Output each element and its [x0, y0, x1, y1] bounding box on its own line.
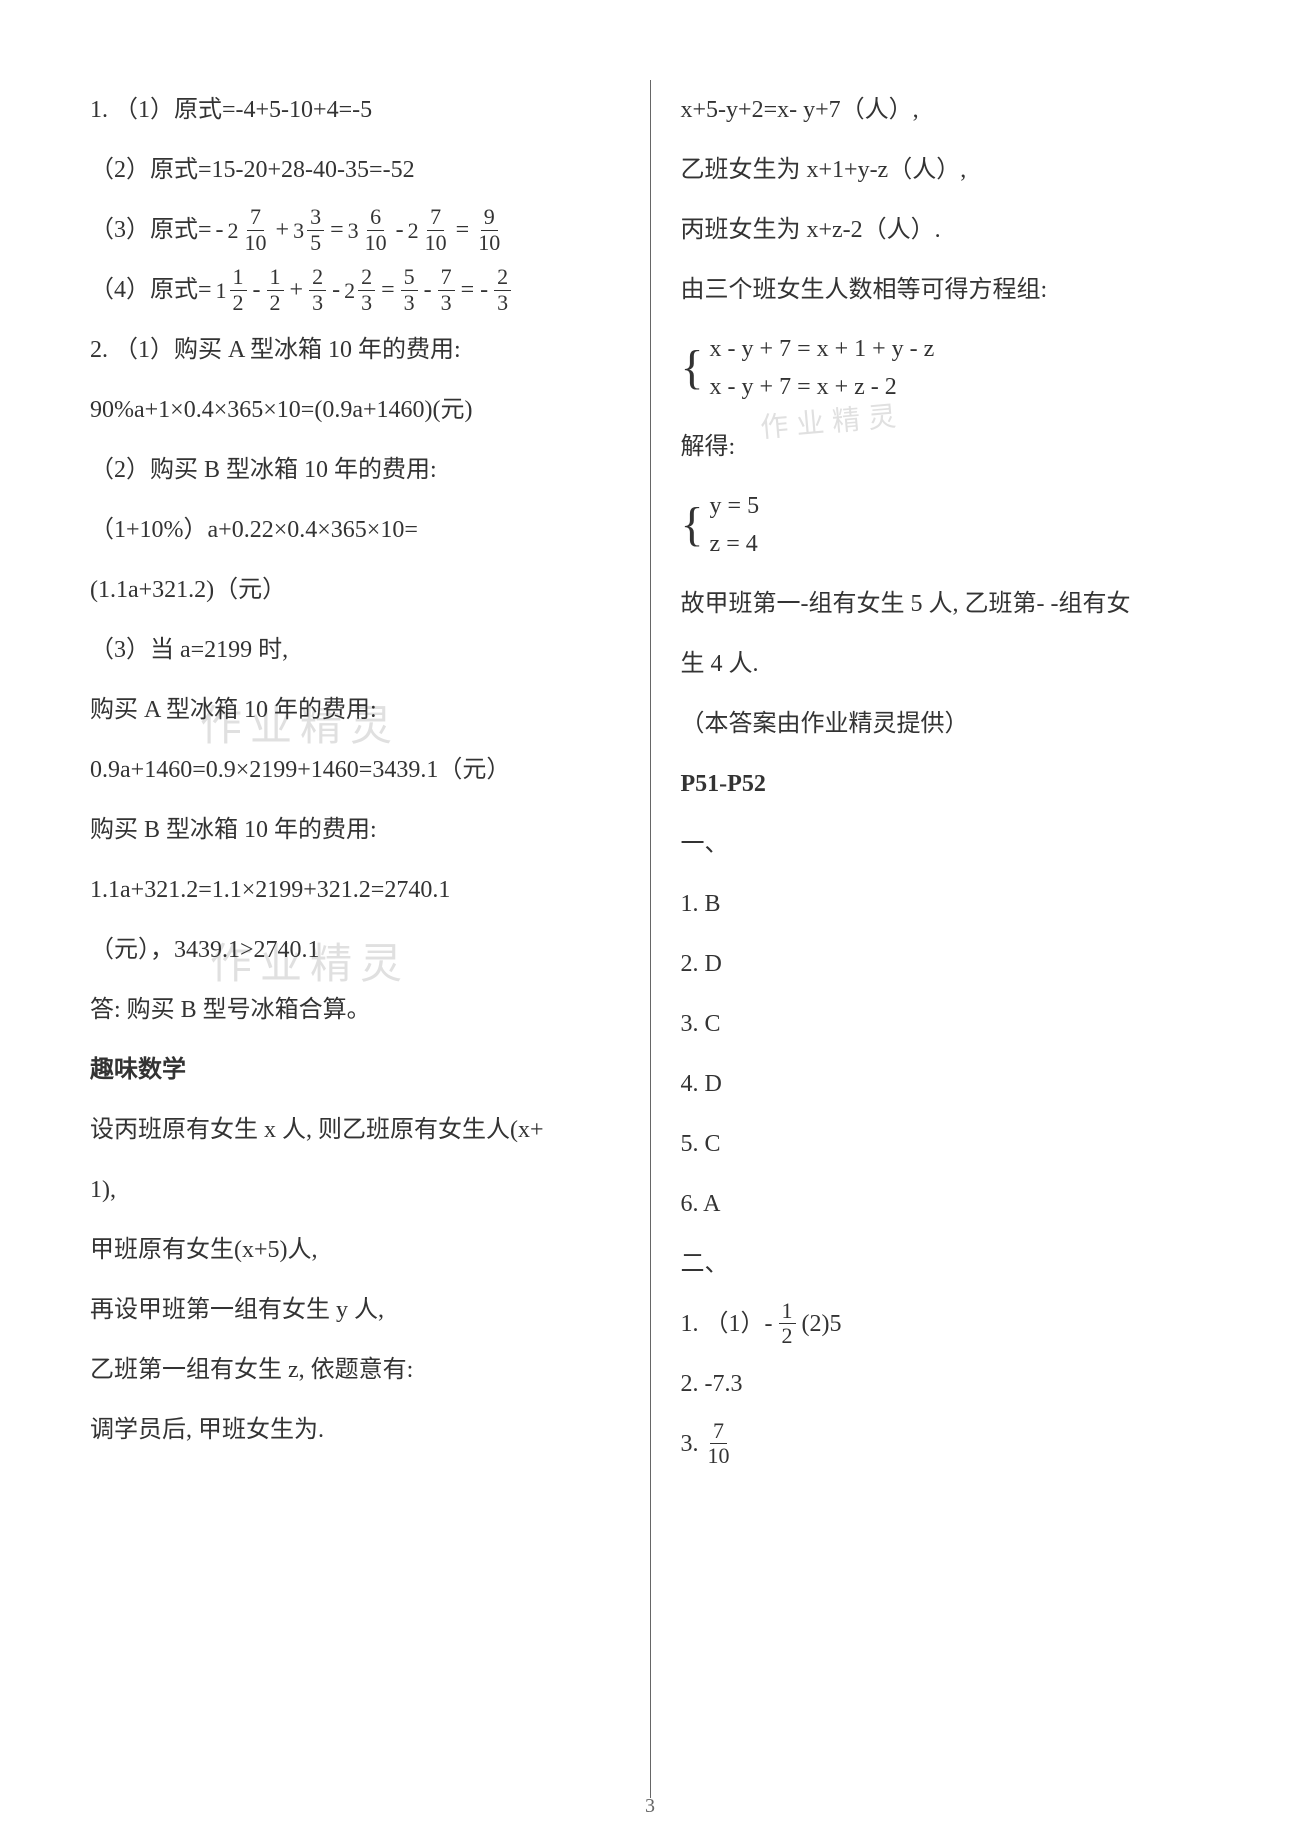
text-line: 1.1a+321.2=1.1×2199+321.2=2740.1 [90, 860, 620, 920]
text-line: 再设甲班第一组有女生 y 人, [90, 1280, 620, 1340]
text-line: 答: 购买 B 型号冰箱合算。 [90, 980, 620, 1040]
text-line: （2）原式=15-20+28-40-35=-52 [90, 140, 620, 200]
text-line: 甲班原有女生(x+5)人, [90, 1220, 620, 1280]
text-line: 设丙班原有女生 x 人, 则乙班原有女生人(x+ [90, 1100, 620, 1160]
text-line: 生 4 人. [681, 634, 1211, 694]
text-line: (1.1a+321.2)（元） [90, 560, 620, 620]
text-line: 1), [90, 1160, 620, 1220]
text-line: 购买 B 型冰箱 10 年的费用: [90, 800, 620, 860]
text-line: （元），3439.1>2740.1 [90, 920, 620, 980]
text-line: x+5-y+2=x- y+7（人）, [681, 80, 1211, 140]
heading-fun-math: 趣味数学 [90, 1040, 620, 1100]
text-line: 90%a+1×0.4×365×10=(0.9a+1460)(元) [90, 380, 620, 440]
text-line: 丙班女生为 x+z-2（人）. [681, 200, 1211, 260]
text-line: 由三个班女生人数相等可得方程组: [681, 260, 1211, 320]
text-line: 乙班女生为 x+1+y-z（人）, [681, 140, 1211, 200]
suffix: (2)5 [802, 1294, 842, 1354]
answer-line-fraction: 3. 710 [681, 1414, 1211, 1474]
equation-system-1: { x - y + 7 = x + 1 + y - z x - y + 7 = … [681, 330, 1211, 407]
text-line: 0.9a+1460=0.9×2199+1460=3439.1（元） [90, 740, 620, 800]
text-line: 乙班第一组有女生 z, 依题意有: [90, 1340, 620, 1400]
answer-line: 1. B [681, 874, 1211, 934]
section-heading: 二、 [681, 1234, 1211, 1294]
text-line: （3）当 a=2199 时, [90, 620, 620, 680]
text-line: （1+10%）a+0.22×0.4×365×10= [90, 500, 620, 560]
text-line: （2）购买 B 型冰箱 10 年的费用: [90, 440, 620, 500]
text-line: 调学员后, 甲班女生为. [90, 1400, 620, 1460]
answer-line: 4. D [681, 1054, 1211, 1114]
page-range-heading: P51-P52 [681, 754, 1211, 814]
math-line-4: （4）原式= 112 - 12 + 23 - 223 = 53 - 73 = -… [90, 260, 620, 320]
text-line: （本答案由作业精灵提供） [681, 694, 1211, 754]
equation-row: x - y + 7 = x + 1 + y - z [710, 330, 935, 368]
left-brace-icon: { [681, 487, 704, 564]
left-brace-icon: { [681, 330, 704, 407]
equation-row: z = 4 [710, 525, 760, 563]
prefix: （3）原式= [90, 200, 212, 260]
two-column-layout: 1. （1）原式=-4+5-10+4=-5 （2）原式=15-20+28-40-… [70, 80, 1230, 1798]
equation-system-2: { y = 5 z = 4 [681, 487, 1211, 564]
answer-line: 5. C [681, 1114, 1211, 1174]
section-heading: 一、 [681, 814, 1211, 874]
math-line-3: （3）原式= - 2710 + 335 = 3610 - 2710 = 910 [90, 200, 620, 260]
answer-line: 2. D [681, 934, 1211, 994]
equation-row: y = 5 [710, 487, 760, 525]
text-line: 解得: [681, 417, 1211, 477]
text-line: 1. （1）原式=-4+5-10+4=-5 [90, 80, 620, 140]
prefix: 3. [681, 1414, 699, 1474]
left-column: 1. （1）原式=-4+5-10+4=-5 （2）原式=15-20+28-40-… [70, 80, 651, 1798]
text-line: 2. （1）购买 A 型冰箱 10 年的费用: [90, 320, 620, 380]
answer-line: 2. -7.3 [681, 1354, 1211, 1414]
answer-line: 6. A [681, 1174, 1211, 1234]
right-column: x+5-y+2=x- y+7（人）, 乙班女生为 x+1+y-z（人）, 丙班女… [651, 80, 1231, 1798]
equation-row: x - y + 7 = x + z - 2 [710, 368, 935, 406]
page-number: 3 [645, 1795, 655, 1818]
prefix: （4）原式= [90, 260, 212, 320]
text-line: 故甲班第一-组有女生 5 人, 乙班第- -组有女 [681, 574, 1211, 634]
prefix: 1. （1）- [681, 1294, 773, 1354]
answer-line: 3. C [681, 994, 1211, 1054]
text-line: 购买 A 型冰箱 10 年的费用: [90, 680, 620, 740]
answer-line-fraction: 1. （1）- 12 (2)5 [681, 1294, 1211, 1354]
